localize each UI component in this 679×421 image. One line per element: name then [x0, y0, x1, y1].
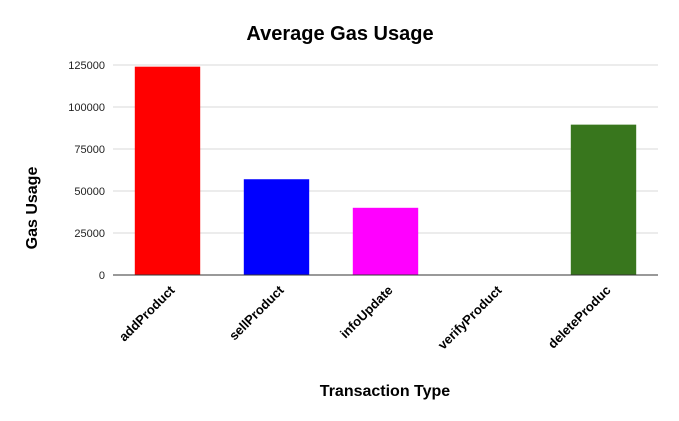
- y-tick-label: 100000: [68, 102, 105, 114]
- chart-title: Average Gas Usage: [246, 23, 433, 45]
- x-axis-ticks: addProduct sellProduct infoUpdate verifyPro…: [116, 282, 614, 352]
- bar-infoUpdate: [352, 207, 419, 275]
- bar-sellProduct: [243, 179, 310, 275]
- bars: [134, 66, 637, 276]
- y-tick-label: 0: [99, 270, 105, 282]
- y-tick-label: 50000: [74, 186, 105, 198]
- gridlines: [113, 64, 658, 234]
- x-tick-label: deleteProduc: [545, 283, 614, 352]
- x-axis-title: Transaction Type: [320, 383, 451, 400]
- y-axis-title: Gas Usage: [24, 167, 41, 250]
- bar-deleteProduc: [570, 124, 637, 275]
- x-tick-label: addProduct: [116, 282, 178, 344]
- y-axis-ticks: 0 25000 50000 75000 100000 125000: [68, 60, 105, 282]
- y-tick-label: 75000: [74, 144, 105, 156]
- x-tick-label: verifyProduct: [435, 282, 505, 352]
- x-tick-label: infoUpdate: [337, 283, 396, 342]
- x-tick-label: sellProduct: [226, 282, 287, 343]
- y-tick-label: 25000: [74, 228, 105, 240]
- y-tick-label: 125000: [68, 60, 105, 72]
- bar-addProduct: [134, 66, 201, 276]
